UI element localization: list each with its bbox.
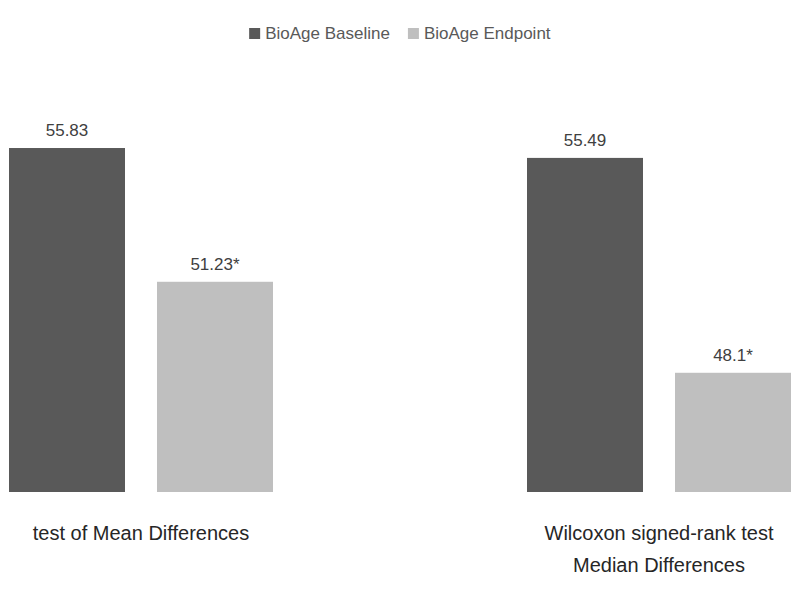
- legend-item: BioAge Endpoint: [408, 24, 551, 43]
- legend-label: BioAge Endpoint: [424, 24, 551, 43]
- bar: [527, 158, 643, 492]
- category-label: Wilcoxon signed-rank testMedian Differen…: [545, 522, 774, 576]
- legend-label: BioAge Baseline: [265, 24, 390, 43]
- data-label: 55.83: [46, 121, 89, 140]
- data-label: 51.23*: [190, 255, 240, 274]
- data-labels: 55.83 55.49 51.23* 48.1*: [46, 121, 754, 365]
- bar: [157, 282, 273, 492]
- data-label: 55.49: [564, 131, 607, 150]
- legend: BioAge Baseline BioAge Endpoint: [249, 24, 551, 43]
- legend-swatch: [249, 28, 260, 39]
- data-label: 48.1*: [713, 346, 753, 365]
- chart: 55.83 55.49 51.23* 48.1* test of Mean Differ…: [0, 0, 800, 600]
- legend-item: BioAge Baseline: [249, 24, 390, 43]
- category-label: test of Mean Differences: [33, 522, 249, 544]
- bar: [9, 148, 125, 492]
- category-labels: test of Mean Differences Wilcoxon signed-…: [33, 522, 774, 576]
- legend-swatch: [408, 28, 419, 39]
- bar: [675, 373, 791, 492]
- bars: [9, 148, 791, 492]
